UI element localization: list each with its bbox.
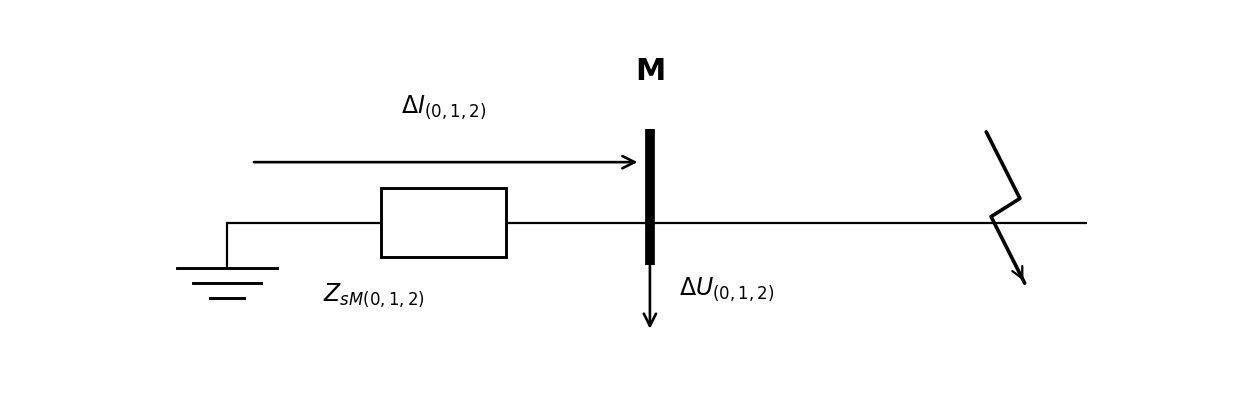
- Text: $\Delta I_{(0,1,2)}$: $\Delta I_{(0,1,2)}$: [401, 94, 486, 121]
- Bar: [381, 188, 506, 257]
- Text: $\mathbf{M}$: $\mathbf{M}$: [635, 57, 665, 86]
- Text: $Z_{sM(0,1,2)}$: $Z_{sM(0,1,2)}$: [324, 282, 425, 309]
- Text: $\Delta U_{(0,1,2)}$: $\Delta U_{(0,1,2)}$: [678, 275, 774, 303]
